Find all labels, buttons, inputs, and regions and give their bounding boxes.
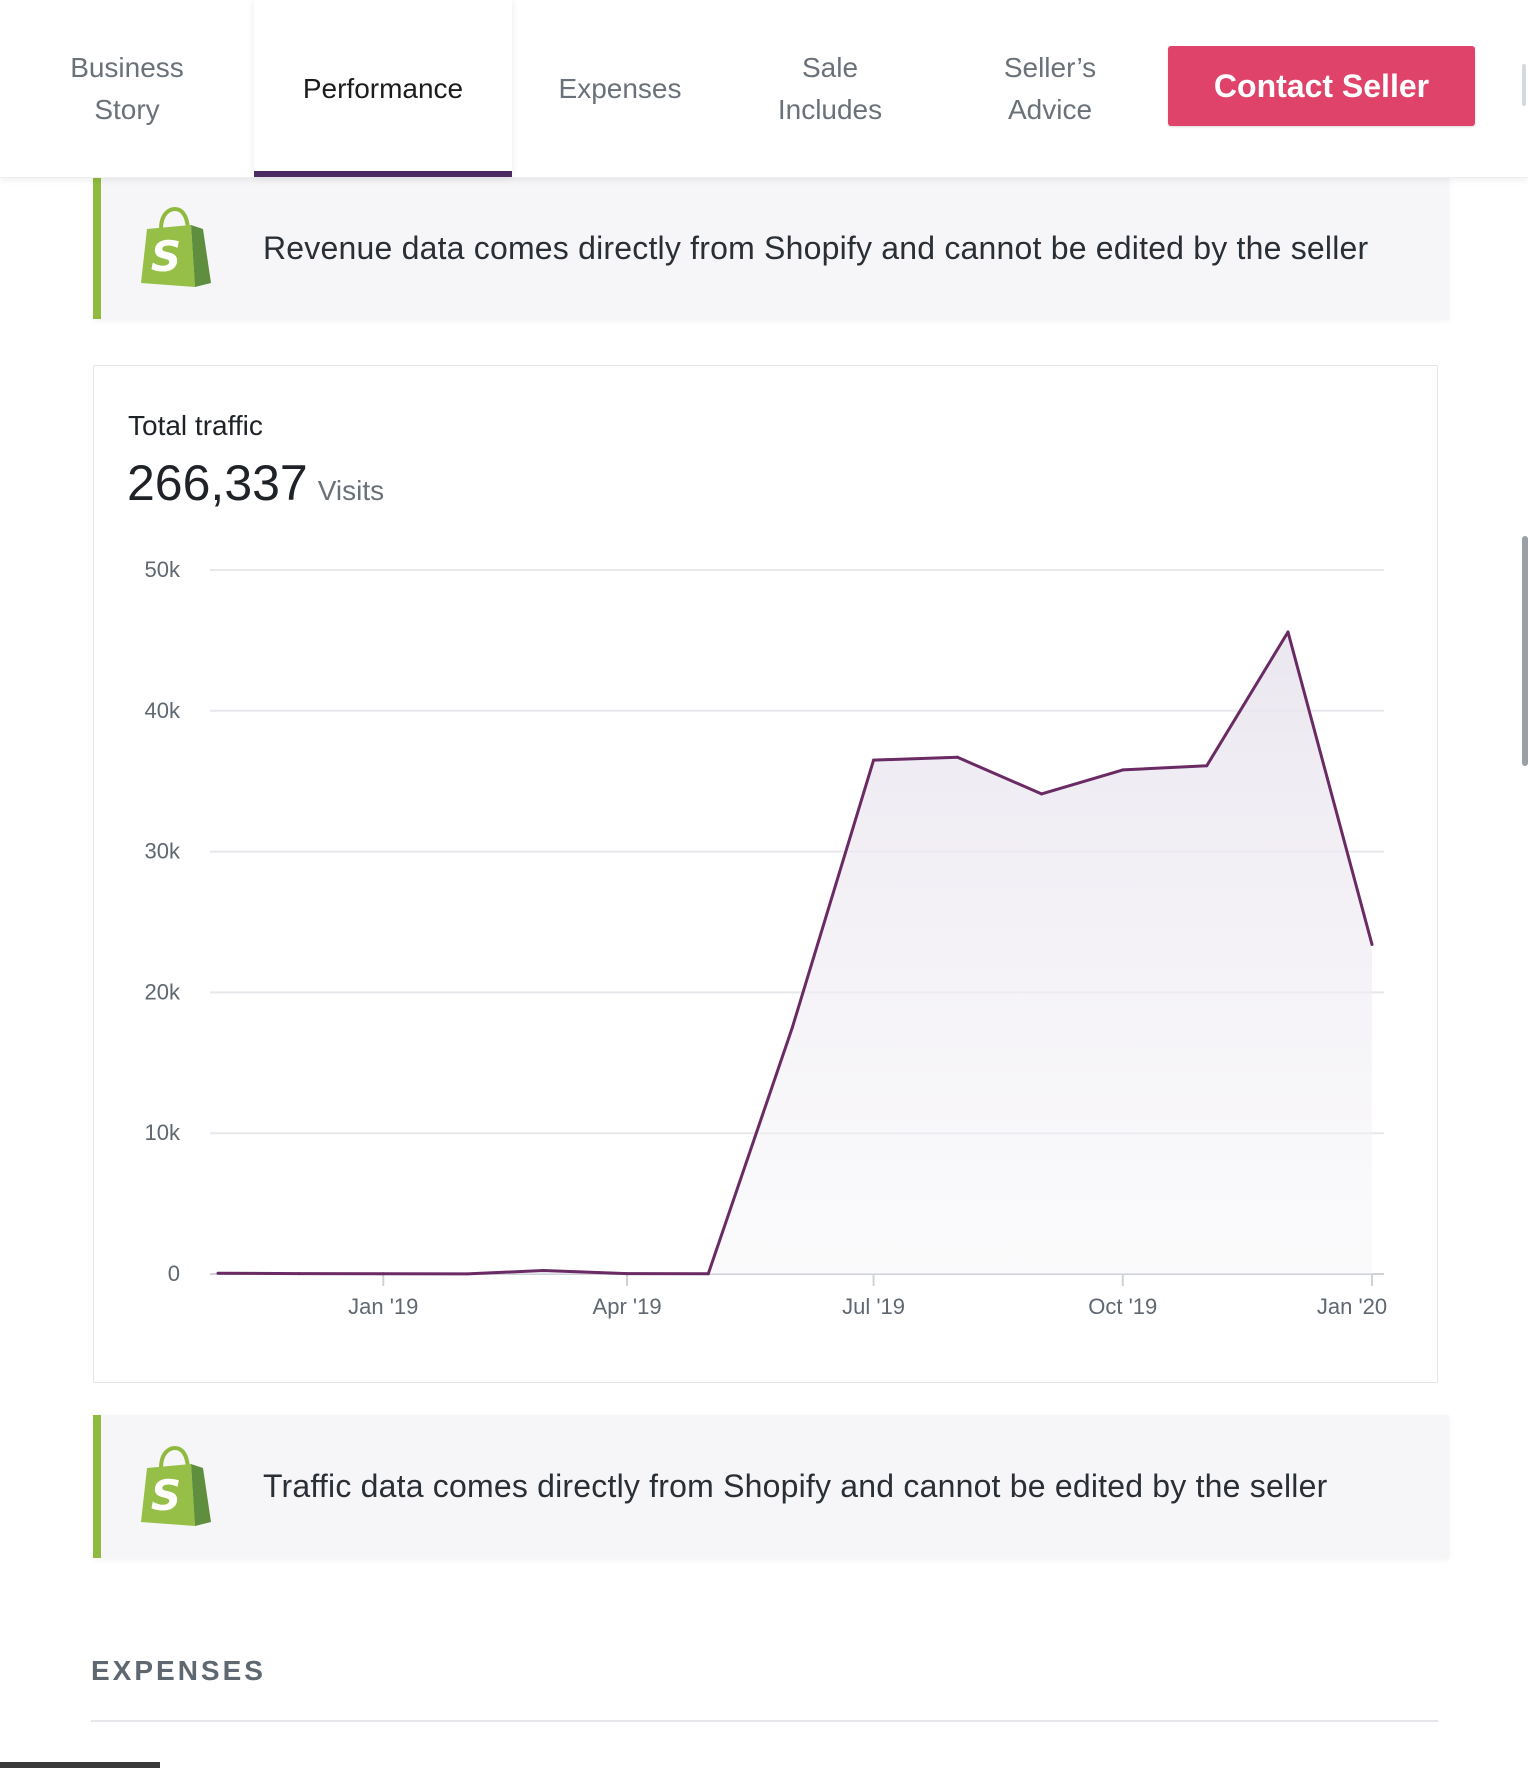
- home-indicator: [0, 1762, 160, 1768]
- section-divider: [91, 1720, 1438, 1722]
- svg-text:S: S: [151, 232, 181, 281]
- data-point: [872, 758, 876, 762]
- notice-text: Traffic data comes directly from Shopify…: [263, 1468, 1328, 1504]
- tab-performance[interactable]: Performance: [254, 0, 512, 177]
- nav-scroll-indicator: [1522, 64, 1526, 106]
- traffic-total: 266,337 Visits: [127, 454, 384, 512]
- data-point: [1121, 768, 1125, 772]
- tab-label: Sale Includes: [777, 51, 883, 125]
- data-point: [216, 1271, 220, 1275]
- data-point: [1286, 630, 1290, 634]
- traffic-area: [218, 632, 1372, 1274]
- y-tick-label: 30k: [145, 839, 181, 864]
- svg-text:S: S: [151, 1471, 181, 1520]
- tab-label: Seller’s Advice: [1003, 51, 1097, 125]
- traffic-notice: S Traffic data comes directly from Shopi…: [93, 1415, 1449, 1558]
- data-point: [625, 1272, 629, 1276]
- data-point: [790, 1026, 794, 1030]
- tab-sellers-advice[interactable]: Seller’s Advice: [970, 0, 1130, 177]
- x-tick-label: Jul '19: [842, 1294, 905, 1319]
- notice-text: Revenue data comes directly from Shopify…: [263, 229, 1369, 266]
- shopify-bag-icon: S: [141, 207, 211, 287]
- x-tick-label: Jan '20: [1317, 1294, 1387, 1319]
- x-tick-label: Apr '19: [593, 1294, 662, 1319]
- data-point: [541, 1268, 545, 1272]
- contact-seller-button[interactable]: Contact Seller: [1168, 46, 1475, 126]
- tab-business-story[interactable]: Business Story: [38, 0, 216, 177]
- section-nav: Business Story Performance Expenses Sale…: [0, 0, 1528, 178]
- data-point: [1370, 943, 1374, 947]
- expenses-heading: EXPENSES: [91, 1655, 266, 1686]
- x-tick-label: Oct '19: [1088, 1294, 1157, 1319]
- tab-label: Performance: [302, 72, 464, 104]
- tab-sale-includes[interactable]: Sale Includes: [750, 0, 910, 177]
- page-scrollbar[interactable]: [1522, 536, 1528, 766]
- data-point: [706, 1272, 710, 1276]
- data-point: [465, 1272, 469, 1276]
- data-point: [381, 1272, 385, 1276]
- y-tick-label: 50k: [145, 557, 181, 582]
- data-point: [956, 755, 960, 759]
- tab-expenses[interactable]: Expenses: [540, 0, 700, 177]
- revenue-notice: S Revenue data comes directly from Shopi…: [93, 177, 1449, 319]
- chart-title: Total traffic: [128, 410, 263, 441]
- y-tick-label: 10k: [145, 1120, 181, 1145]
- traffic-chart: 0 10k 20k 30k 40k 50k Jan '19 Apr '19 Jul '19 Oc…: [145, 557, 1388, 1319]
- data-point: [297, 1272, 301, 1276]
- y-tick-label: 40k: [145, 698, 181, 723]
- shopify-bag-icon: S: [141, 1445, 211, 1526]
- total-visits-unit: Visits: [317, 475, 385, 506]
- y-tick-label: 0: [168, 1261, 180, 1286]
- x-tick-label: Jan '19: [348, 1294, 418, 1319]
- y-tick-label: 20k: [145, 979, 181, 1004]
- total-visits-value: 266,337: [127, 455, 308, 511]
- data-point: [1205, 764, 1209, 768]
- tab-label: Business Story: [70, 51, 184, 125]
- traffic-card: Total traffic 266,337 Visits 0 10k 20k 30k 4…: [93, 365, 1438, 1383]
- tab-label: Expenses: [558, 72, 682, 104]
- data-point: [1040, 792, 1044, 796]
